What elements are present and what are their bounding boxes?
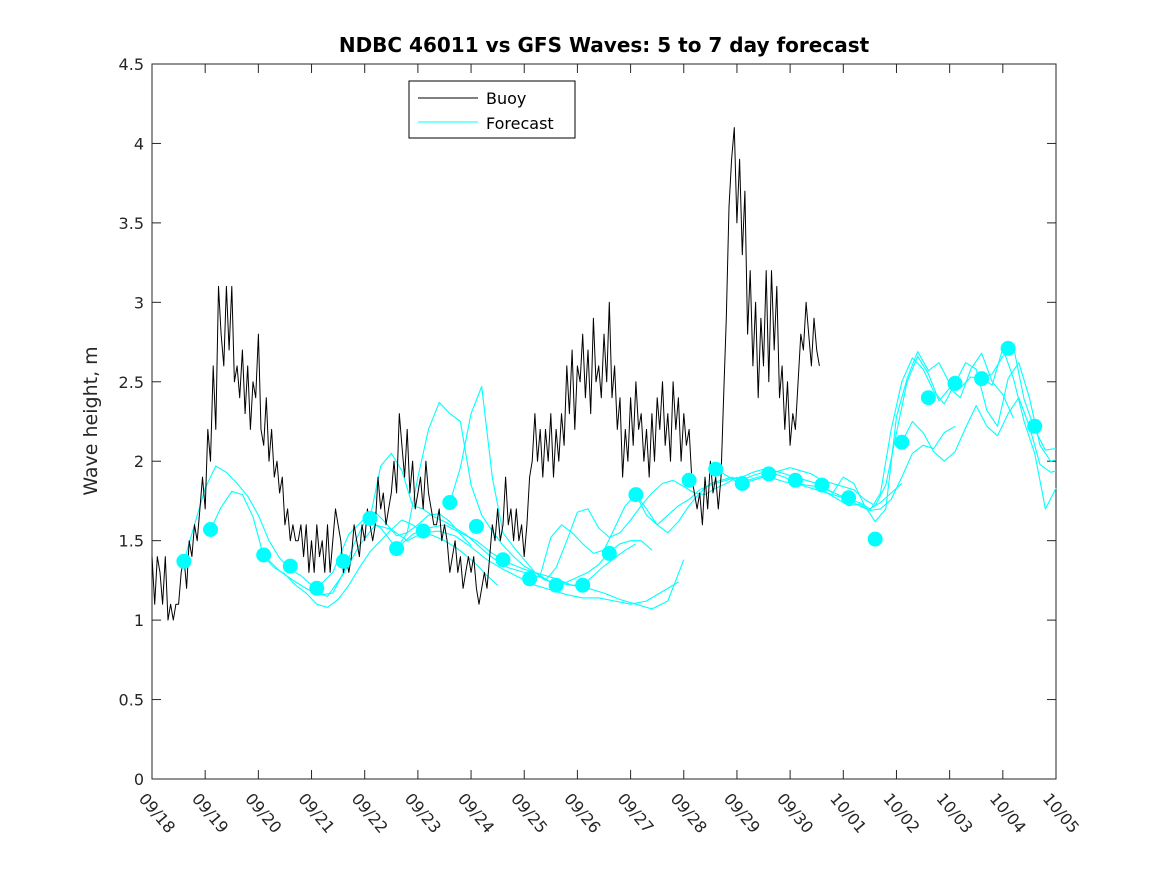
- forecast-marker: [575, 577, 591, 593]
- legend: Buoy Forecast: [408, 80, 576, 139]
- forecast-marker: [203, 522, 218, 537]
- forecast-run-line: [981, 347, 1057, 510]
- forecast-run-line: [263, 524, 679, 605]
- y-tick-label: 1: [134, 611, 144, 630]
- forecast-marker: [894, 434, 910, 450]
- forecast-marker: [761, 466, 777, 482]
- forecast-marker: [787, 472, 803, 488]
- forecast-marker: [1027, 418, 1043, 434]
- forecast-run-line: [901, 397, 1057, 473]
- legend-label-forecast: Forecast: [486, 114, 554, 133]
- forecast-marker: [734, 476, 750, 491]
- legend-label-buoy: Buoy: [486, 89, 526, 108]
- y-tick-label: 3.5: [119, 214, 144, 233]
- forecast-marker: [468, 518, 484, 534]
- forecast-marker: [841, 490, 857, 506]
- forecast-marker: [708, 461, 724, 477]
- forecast-marker: [920, 390, 936, 406]
- forecast-marker: [176, 553, 192, 569]
- y-tick-label: 2: [134, 452, 144, 471]
- chart-title: NDBC 46011 vs GFS Waves: 5 to 7 day fore…: [339, 33, 870, 57]
- forecast-marker: [681, 472, 697, 488]
- y-tick-label: 2.5: [119, 373, 144, 392]
- forecast-marker: [814, 477, 830, 493]
- forecast-marker: [389, 541, 405, 557]
- y-axis-label: Wave height, m: [80, 346, 102, 495]
- forecast-marker: [522, 571, 538, 587]
- forecast-marker: [548, 577, 564, 593]
- plot-area: 00.511.522.533.544.509/18 09/19 09/20 09/21…: [119, 55, 1084, 837]
- forecast-run-line: [183, 465, 472, 596]
- forecast-marker: [415, 523, 431, 539]
- forecast-run-line: [449, 385, 738, 581]
- y-tick-label: 0: [134, 770, 144, 789]
- forecast-marker: [974, 371, 990, 387]
- forecast-marker: [1000, 340, 1016, 356]
- forecast-marker: [362, 510, 378, 526]
- y-tick-label: 4.5: [119, 55, 144, 74]
- y-tick-label: 0.5: [119, 691, 144, 710]
- y-tick-label: 1.5: [119, 532, 144, 551]
- forecast-marker: [628, 487, 644, 503]
- axes-box: [151, 63, 1057, 780]
- forecast-marker: [442, 495, 458, 510]
- forecast-marker: [601, 545, 617, 561]
- forecast-marker: [947, 375, 963, 391]
- y-tick-label: 4: [134, 134, 144, 153]
- forecast-marker: [282, 558, 298, 574]
- forecast-run-line: [821, 346, 1057, 523]
- y-tick-label: 3: [134, 293, 144, 312]
- forecast-marker: [309, 580, 325, 596]
- forecast-run-line: [210, 490, 498, 608]
- forecast-marker: [495, 552, 511, 568]
- forecast-marker: [256, 547, 272, 563]
- legend-box: [408, 80, 576, 139]
- buoy-series-line: [151, 127, 820, 621]
- forecast-marker: [867, 531, 883, 547]
- forecast-marker: [335, 553, 351, 569]
